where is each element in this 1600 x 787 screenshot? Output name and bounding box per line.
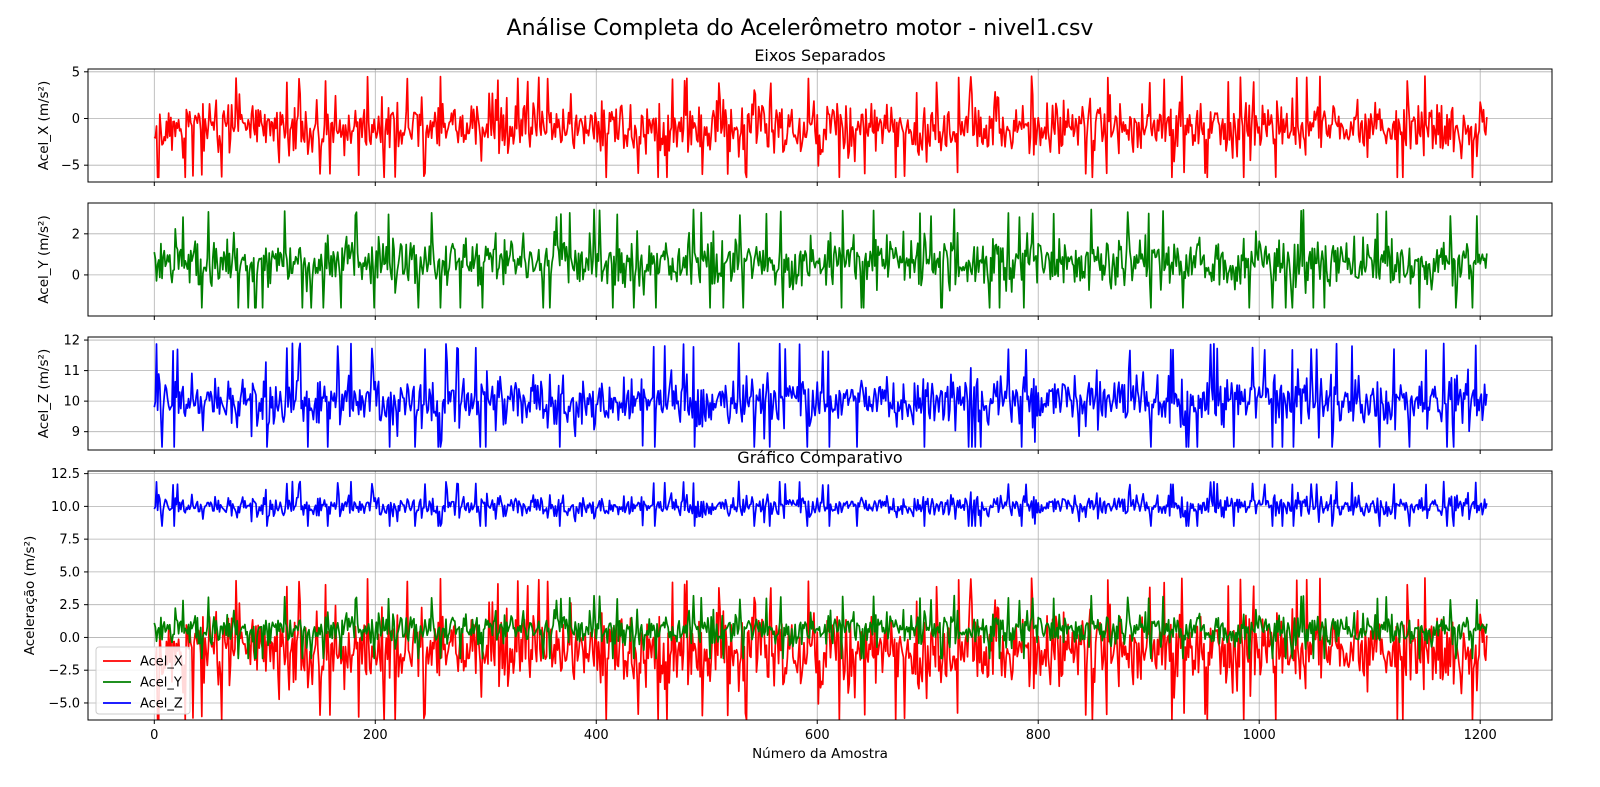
y-axis-label: Acel_X (m/s²): [36, 81, 52, 170]
figure-title: Análise Completa do Acelerômetro motor -…: [507, 16, 1094, 41]
x-tick-label: 0: [150, 728, 158, 743]
y-tick-label: 0: [72, 112, 80, 127]
panel-1: −5 0 5 Eixos Separados Acel_X (m/s²): [36, 46, 1553, 186]
panel-3: 9 10 11 12 Acel_Z (m/s²): [36, 334, 1553, 454]
series-line-acel-z: [153, 480, 1488, 527]
y-axis-label: Acel_Y (m/s²): [36, 215, 52, 303]
panel-title: Gráfico Comparativo: [737, 448, 902, 467]
y-tick-label: 2.5: [59, 598, 80, 613]
x-tick-label: 1200: [1464, 728, 1497, 743]
y-tick-label: 10: [63, 395, 80, 410]
x-tick-label: 800: [1026, 728, 1051, 743]
series-line-acel-y: [153, 208, 1488, 309]
panel-4: 0 200 400 600 800 1000 1200 −5.0 −2.5 0.0 2.5 5.0 7.…: [22, 448, 1553, 762]
series-line-acel-x: [153, 577, 1488, 720]
y-tick-label: 10.0: [51, 500, 80, 515]
legend-label: Acel_Z: [140, 697, 183, 712]
y-tick-label: 0: [72, 268, 80, 283]
panel-2: 0 2 Acel_Y (m/s²): [36, 202, 1553, 320]
y-tick-label: 7.5: [59, 533, 80, 548]
y-tick-label: 9: [72, 425, 80, 440]
y-tick-label: 5.0: [59, 565, 80, 580]
y-tick-label: −5.0: [48, 696, 80, 711]
panel-title: Eixos Separados: [754, 46, 885, 65]
y-tick-label: 12: [63, 334, 80, 349]
y-tick-label: −2.5: [48, 664, 80, 679]
x-tick-label: 200: [363, 728, 388, 743]
x-tick-label: 1000: [1243, 728, 1276, 743]
axes-frame: [87, 202, 1553, 317]
legend-label: Acel_Y: [140, 676, 182, 691]
y-tick-label: 2: [72, 227, 80, 242]
x-tick-label: 400: [584, 728, 609, 743]
y-axis-label: Aceleração (m/s²): [22, 536, 38, 656]
legend-label: Acel_X: [140, 655, 183, 670]
x-tick-label: 600: [805, 728, 830, 743]
y-tick-label: 0.0: [59, 631, 80, 646]
axes-frame: [87, 336, 1553, 451]
y-tick-label: 5: [72, 65, 80, 80]
series-line-acel-z: [153, 342, 1488, 448]
series-line-acel-x: [153, 75, 1488, 179]
y-tick-label: −5: [61, 159, 80, 174]
y-tick-label: 11: [63, 364, 80, 379]
legend: Acel_X Acel_Y Acel_Z: [95, 646, 191, 715]
y-tick-label: 12.5: [51, 467, 80, 482]
series-line-acel-y: [153, 594, 1488, 660]
axes-frame: [87, 68, 1553, 183]
legend-box: [95, 646, 191, 715]
x-axis-label: Número da Amostra: [752, 746, 888, 762]
y-axis-label: Acel_Z (m/s²): [36, 349, 52, 438]
panels: −5 0 5 Eixos Separados Acel_X (m/s²) 0 2 Acel_Y…: [22, 46, 1553, 762]
axes-frame: [87, 470, 1553, 721]
